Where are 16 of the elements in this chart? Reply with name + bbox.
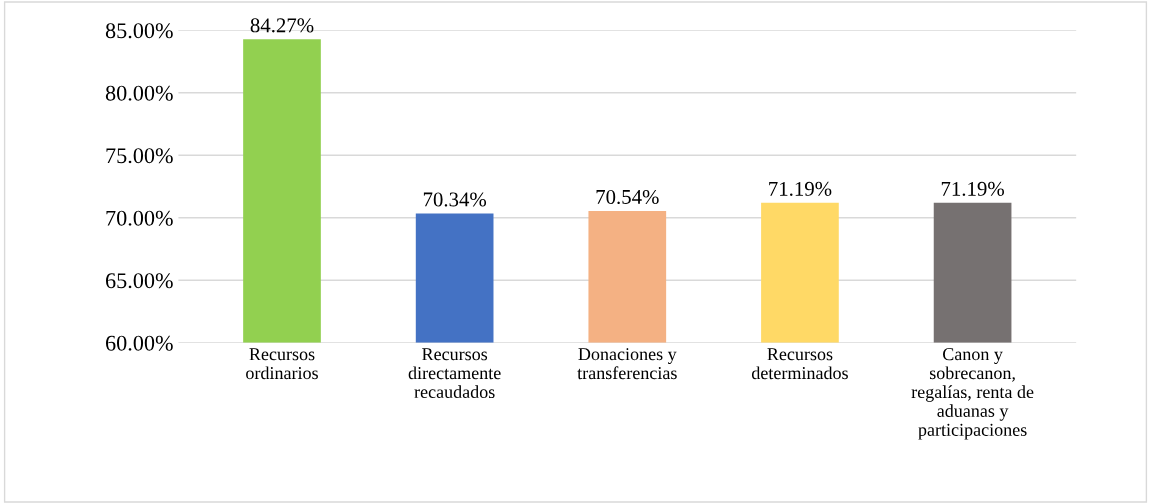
data-label: 71.19% [941,181,1004,196]
y-tick-label: 65.00% [105,273,173,289]
x-tick-label: Recursos directamente recaudados [408,348,501,399]
data-label: 70.34% [423,192,487,207]
x-tick-label: Recursos determinados [751,348,848,380]
y-tick-label: 60.00% [105,335,173,351]
y-tick-label: 75.00% [106,148,173,164]
y-tick-label: 80.00% [105,85,173,101]
x-tick-label: Donaciones y transferencias [577,348,677,380]
x-tick-label: Recursos ordinarios [246,348,318,380]
data-label: 71.19% [769,181,832,196]
y-tick-label: 70.00% [106,210,173,226]
y-tick-label: 85.00% [105,23,173,39]
data-label: 70.54% [596,189,659,205]
x-tick-label: Canon y sobrecanon, regalías, renta de aduanas y participaciones [911,348,1034,440]
data-label: 84.27% [250,18,314,33]
